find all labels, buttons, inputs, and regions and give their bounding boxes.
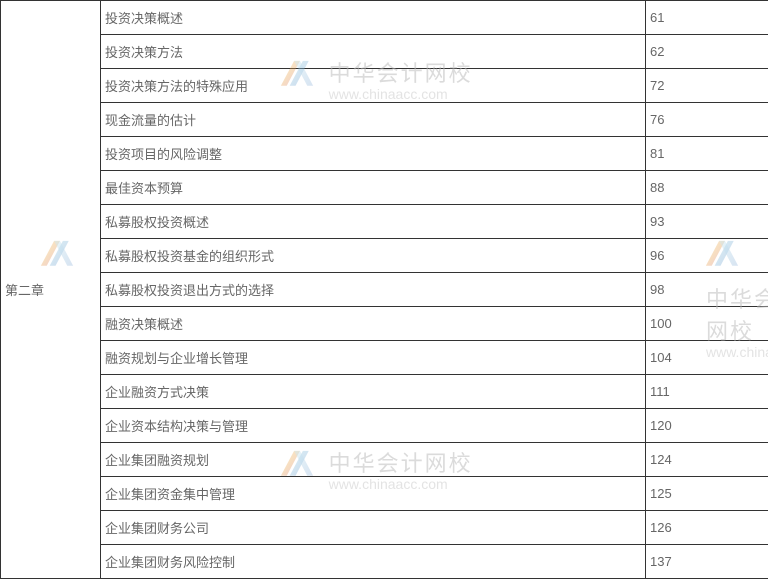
title-cell: 企业资本结构决策与管理	[101, 409, 646, 443]
page-cell: 98	[646, 273, 768, 307]
title-cell: 企业集团资金集中管理	[101, 477, 646, 511]
title-cell: 企业融资方式决策	[101, 375, 646, 409]
table-row: 企业集团资金集中管理125	[1, 477, 768, 511]
toc-table: 第二章投资决策概述61投资决策方法62投资决策方法的特殊应用72现金流量的估计7…	[0, 0, 768, 579]
title-cell: 私募股权投资退出方式的选择	[101, 273, 646, 307]
title-cell: 投资决策概述	[101, 1, 646, 35]
table-row: 第二章投资决策概述61	[1, 1, 768, 35]
page-cell: 81	[646, 137, 768, 171]
title-cell: 私募股权投资基金的组织形式	[101, 239, 646, 273]
page-cell: 93	[646, 205, 768, 239]
table-row: 投资决策方法的特殊应用72	[1, 69, 768, 103]
page-cell: 62	[646, 35, 768, 69]
page-cell: 88	[646, 171, 768, 205]
title-cell: 投资项目的风险调整	[101, 137, 646, 171]
table-row: 私募股权投资基金的组织形式96	[1, 239, 768, 273]
page-cell: 72	[646, 69, 768, 103]
page-cell: 137	[646, 545, 768, 579]
table-row: 企业集团财务公司126	[1, 511, 768, 545]
table-row: 企业集团融资规划124	[1, 443, 768, 477]
title-cell: 企业集团融资规划	[101, 443, 646, 477]
page-cell: 76	[646, 103, 768, 137]
title-cell: 企业集团财务风险控制	[101, 545, 646, 579]
table-row: 企业集团财务风险控制137	[1, 545, 768, 579]
chapter-cell: 第二章	[1, 1, 101, 579]
page-cell: 126	[646, 511, 768, 545]
title-cell: 现金流量的估计	[101, 103, 646, 137]
title-cell: 私募股权投资概述	[101, 205, 646, 239]
page-cell: 100	[646, 307, 768, 341]
title-cell: 投资决策方法	[101, 35, 646, 69]
table-row: 最佳资本预算88	[1, 171, 768, 205]
title-cell: 企业集团财务公司	[101, 511, 646, 545]
page-cell: 120	[646, 409, 768, 443]
title-cell: 最佳资本预算	[101, 171, 646, 205]
page-cell: 61	[646, 1, 768, 35]
toc-table-container: 第二章投资决策概述61投资决策方法62投资决策方法的特殊应用72现金流量的估计7…	[0, 0, 768, 579]
title-cell: 融资决策概述	[101, 307, 646, 341]
table-row: 企业资本结构决策与管理120	[1, 409, 768, 443]
table-row: 融资规划与企业增长管理104	[1, 341, 768, 375]
title-cell: 投资决策方法的特殊应用	[101, 69, 646, 103]
table-row: 现金流量的估计76	[1, 103, 768, 137]
table-row: 投资决策方法62	[1, 35, 768, 69]
page-cell: 125	[646, 477, 768, 511]
page-cell: 104	[646, 341, 768, 375]
table-row: 私募股权投资退出方式的选择98	[1, 273, 768, 307]
table-row: 投资项目的风险调整81	[1, 137, 768, 171]
table-row: 企业融资方式决策111	[1, 375, 768, 409]
title-cell: 融资规划与企业增长管理	[101, 341, 646, 375]
table-row: 融资决策概述100	[1, 307, 768, 341]
page-cell: 96	[646, 239, 768, 273]
page-cell: 111	[646, 375, 768, 409]
table-row: 私募股权投资概述93	[1, 205, 768, 239]
page-cell: 124	[646, 443, 768, 477]
